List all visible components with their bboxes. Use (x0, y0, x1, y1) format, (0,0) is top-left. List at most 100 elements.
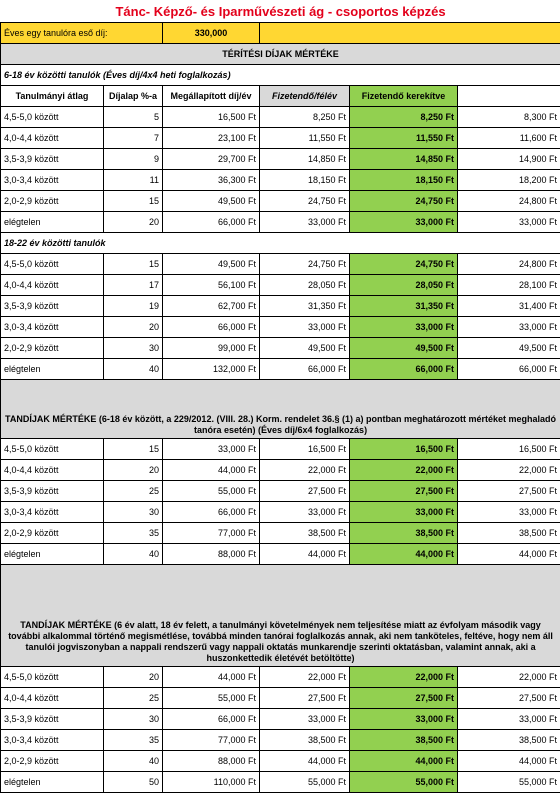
rounded-cell: 66,000 Ft (350, 359, 458, 380)
avg-cell: 4,5-5,0 között (1, 254, 104, 275)
semester-cell: 11,550 Ft (260, 128, 350, 149)
semester-cell: 18,150 Ft (260, 170, 350, 191)
extra-cell: 22,000 Ft (458, 460, 560, 481)
annual-fee-row: Éves egy tanulóra eső díj: 330,000 (1, 23, 560, 44)
semester-cell: 44,000 Ft (260, 544, 350, 565)
semester-cell: 33,000 Ft (260, 709, 350, 730)
avg-cell: elégtelen (1, 212, 104, 233)
semester-cell: 14,850 Ft (260, 149, 350, 170)
header-avg: Tanulmányi átlag (1, 86, 104, 107)
avg-cell: 4,0-4,4 között (1, 128, 104, 149)
set-cell: 62,700 Ft (163, 296, 260, 317)
rounded-cell: 33,000 Ft (350, 317, 458, 338)
rounded-cell: 27,500 Ft (350, 688, 458, 709)
semester-cell: 22,000 Ft (260, 460, 350, 481)
set-cell: 99,000 Ft (163, 338, 260, 359)
extra-cell: 11,600 Ft (458, 128, 560, 149)
pct-cell: 35 (104, 730, 163, 751)
set-cell: 66,000 Ft (163, 709, 260, 730)
header-blank (458, 86, 560, 107)
sub2-row: 18-22 év közötti tanulók (1, 233, 560, 254)
semester-cell: 55,000 Ft (260, 772, 350, 793)
section1-row: TÉRÍTÉSI DÍJAK MÉRTÉKE (1, 44, 560, 65)
semester-cell: 27,500 Ft (260, 481, 350, 502)
pct-cell: 15 (104, 439, 163, 460)
set-cell: 56,100 Ft (163, 275, 260, 296)
section1-title: TÉRÍTÉSI DÍJAK MÉRTÉKE (1, 44, 560, 65)
extra-cell: 24,800 Ft (458, 254, 560, 275)
extra-cell: 33,000 Ft (458, 212, 560, 233)
semester-cell: 28,050 Ft (260, 275, 350, 296)
semester-cell: 38,500 Ft (260, 523, 350, 544)
pct-cell: 30 (104, 502, 163, 523)
rounded-cell: 22,000 Ft (350, 460, 458, 481)
extra-cell: 44,000 Ft (458, 544, 560, 565)
rounded-cell: 33,000 Ft (350, 502, 458, 523)
extra-cell: 27,500 Ft (458, 688, 560, 709)
avg-cell: 4,5-5,0 között (1, 667, 104, 688)
extra-cell: 28,100 Ft (458, 275, 560, 296)
pct-cell: 35 (104, 523, 163, 544)
rounded-cell: 44,000 Ft (350, 751, 458, 772)
rounded-cell: 49,500 Ft (350, 338, 458, 359)
annual-fee-label: Éves egy tanulóra eső díj: (1, 23, 163, 44)
set-cell: 77,000 Ft (163, 730, 260, 751)
avg-cell: 3,5-3,9 között (1, 709, 104, 730)
rounded-cell: 38,500 Ft (350, 523, 458, 544)
semester-cell: 44,000 Ft (260, 751, 350, 772)
annual-fee-filler (260, 23, 560, 44)
rounded-cell: 38,500 Ft (350, 730, 458, 751)
semester-cell: 33,000 Ft (260, 212, 350, 233)
header-sem: Fizetendő/félév (260, 86, 350, 107)
avg-cell: 2,0-2,9 között (1, 338, 104, 359)
set-cell: 66,000 Ft (163, 212, 260, 233)
pct-cell: 7 (104, 128, 163, 149)
section2-title: TANDÍJAK MÉRTÉKE (6-18 év között, a 229/… (1, 380, 560, 439)
section2-row: TANDÍJAK MÉRTÉKE (6-18 év között, a 229/… (1, 380, 560, 439)
extra-cell: 38,500 Ft (458, 523, 560, 544)
extra-cell: 16,500 Ft (458, 439, 560, 460)
avg-cell: elégtelen (1, 359, 104, 380)
sub1-row: 6-18 év közötti tanulók (Éves díj/4x4 he… (1, 65, 560, 86)
pct-cell: 17 (104, 275, 163, 296)
semester-cell: 31,350 Ft (260, 296, 350, 317)
pct-cell: 19 (104, 296, 163, 317)
avg-cell: 2,0-2,9 között (1, 523, 104, 544)
extra-cell: 27,500 Ft (458, 481, 560, 502)
pct-cell: 15 (104, 254, 163, 275)
rounded-cell: 27,500 Ft (350, 481, 458, 502)
header-row: Tanulmányi átlag Díjalap %-a Megállapíto… (1, 86, 560, 107)
extra-cell: 18,200 Ft (458, 170, 560, 191)
extra-cell: 33,000 Ft (458, 317, 560, 338)
avg-cell: 4,0-4,4 között (1, 688, 104, 709)
semester-cell: 8,250 Ft (260, 107, 350, 128)
set-cell: 23,100 Ft (163, 128, 260, 149)
set-cell: 110,000 Ft (163, 772, 260, 793)
set-cell: 77,000 Ft (163, 523, 260, 544)
pct-cell: 20 (104, 667, 163, 688)
set-cell: 16,500 Ft (163, 107, 260, 128)
avg-cell: 2,0-2,9 között (1, 191, 104, 212)
rounded-cell: 14,850 Ft (350, 149, 458, 170)
rounded-cell: 18,150 Ft (350, 170, 458, 191)
semester-cell: 33,000 Ft (260, 317, 350, 338)
extra-cell: 49,500 Ft (458, 338, 560, 359)
pct-cell: 15 (104, 191, 163, 212)
title-row: Tánc- Képző- és Iparművészeti ág - csopo… (1, 0, 560, 23)
extra-cell: 14,900 Ft (458, 149, 560, 170)
